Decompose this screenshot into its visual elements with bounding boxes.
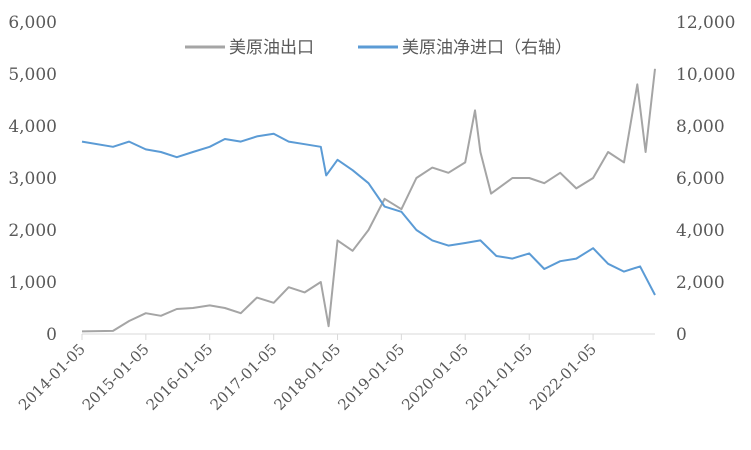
left-y-axis: 0 1,000 2,000 3,000 4,000 5,000 6,000 — [8, 13, 57, 345]
left-y-tick-label: 4,000 — [8, 117, 57, 137]
series-line-export — [81, 68, 656, 333]
x-tick-label: 2018-01-05 — [270, 340, 344, 414]
left-y-tick-label: 6,000 — [8, 13, 57, 33]
right-y-tick-label: 8,000 — [676, 117, 725, 137]
right-y-tick-label: 4,000 — [676, 221, 725, 241]
right-y-tick-label: 12,000 — [676, 13, 735, 33]
right-y-axis: 0 2,000 4,000 6,000 8,000 10,000 12,000 — [676, 13, 735, 345]
left-y-tick-label: 1,000 — [8, 273, 57, 293]
x-tick-label: 2021-01-05 — [462, 340, 536, 414]
right-y-tick-label: 0 — [676, 325, 687, 345]
x-tick-label: 2019-01-05 — [334, 340, 408, 414]
x-tick-label: 2017-01-05 — [207, 340, 281, 414]
x-tick-label: 2015-01-05 — [79, 340, 153, 414]
left-y-tick-label: 5,000 — [8, 65, 57, 85]
series-line-net-import — [81, 132, 656, 296]
x-tick-label: 2016-01-05 — [143, 340, 217, 414]
right-y-tick-label: 6,000 — [676, 169, 725, 189]
x-tick-label: 2014-01-05 — [15, 340, 89, 414]
legend-label-net-import: 美原油净进口（右轴） — [402, 38, 572, 58]
x-tick-label: 2020-01-05 — [398, 340, 472, 414]
legend-label-export: 美原油出口 — [229, 38, 314, 58]
legend: 美原油出口 美原油净进口（右轴） — [185, 38, 572, 58]
x-tick-label: 2022-01-05 — [526, 340, 600, 414]
series-layer — [81, 68, 656, 333]
right-y-tick-label: 10,000 — [676, 65, 735, 85]
x-axis: 2014-01-052015-01-052016-01-052017-01-05… — [15, 334, 600, 414]
left-y-tick-label: 0 — [46, 325, 57, 345]
left-y-tick-label: 3,000 — [8, 169, 57, 189]
left-y-tick-label: 2,000 — [8, 221, 57, 241]
right-y-tick-label: 2,000 — [676, 273, 725, 293]
